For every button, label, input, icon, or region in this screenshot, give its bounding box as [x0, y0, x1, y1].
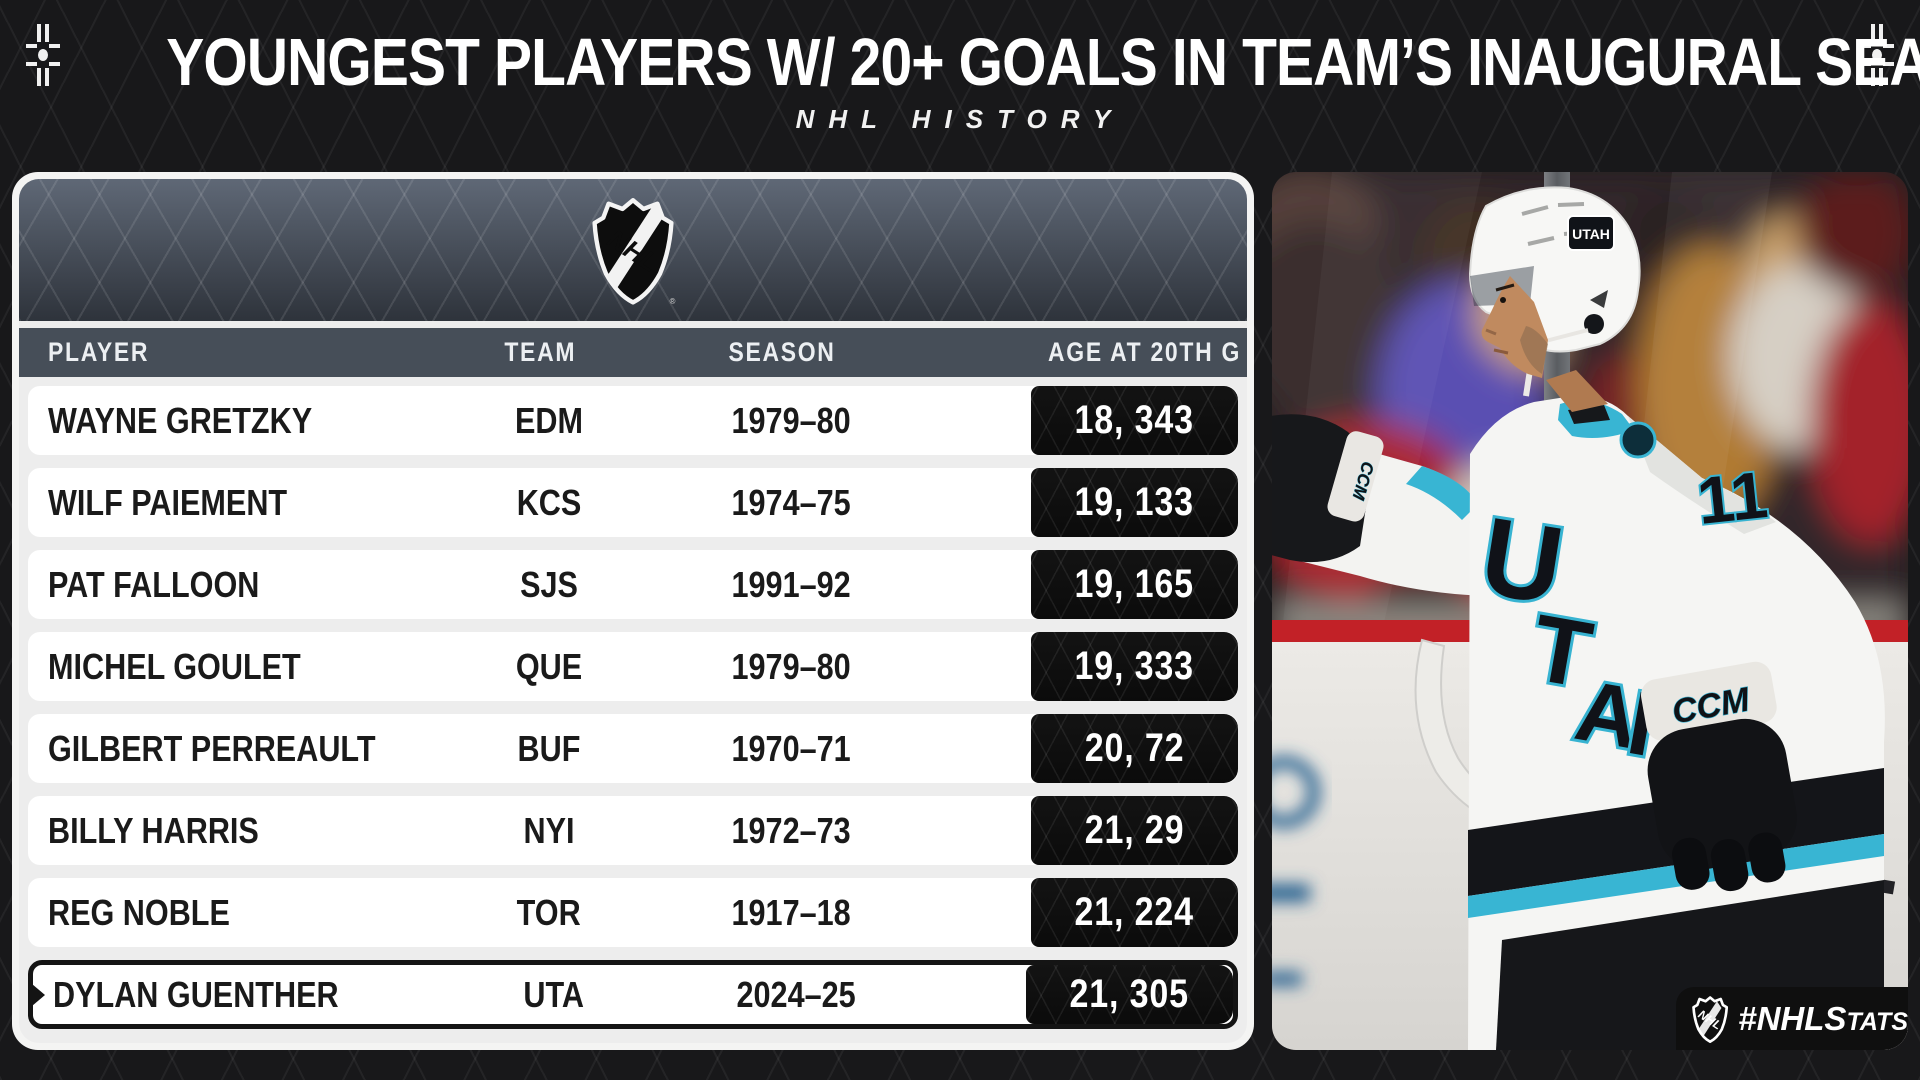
faceoff-mark-icon [1860, 24, 1894, 86]
table-row-highlighted: DYLAN GUENTHER UTA 2024–25 21, 305 [28, 960, 1238, 1029]
page-subtitle: NHL HISTORY [795, 104, 1125, 134]
table-row: PAT FALLOON SJS 1991–92 19, 165 [28, 550, 1238, 619]
helmet-wordmark: UTAH [1572, 226, 1610, 242]
table-row: REG NOBLE TOR 1917–18 21, 224 [28, 878, 1238, 947]
season: 1979–80 [731, 399, 851, 441]
stats-table-card: NHL ® PLAYER TEAM SEASON AGE AT 20TH G W… [12, 172, 1254, 1050]
team-abbr: SJS [520, 563, 578, 605]
team-abbr: NYI [523, 809, 575, 851]
player-photo-illustration: CCM U [1272, 172, 1908, 1050]
season: 1970–71 [731, 727, 851, 769]
team-abbr: BUF [517, 727, 581, 769]
player-name: WAYNE GRETZKY [48, 399, 313, 441]
season: 1917–18 [731, 891, 851, 933]
team-abbr: UTA [523, 973, 585, 1015]
season: 2024–25 [736, 973, 856, 1015]
table-row: MICHEL GOULET QUE 1979–80 19, 333 [28, 632, 1238, 701]
faceoff-mark-icon [26, 24, 60, 86]
player-name: DYLAN GUENTHER [53, 973, 339, 1015]
team-abbr: TOR [516, 891, 582, 933]
age-badge: 21, 29 [1031, 796, 1238, 865]
nhl-shield-outline-icon: NHL [1692, 995, 1729, 1043]
age-badge: 21, 224 [1031, 878, 1238, 947]
table-row: GILBERT PERREAULT BUF 1970–71 20, 72 [28, 714, 1238, 783]
season: 1972–73 [731, 809, 851, 851]
player-face [1481, 276, 1608, 412]
glove-right: CCM [1640, 661, 1797, 892]
page-title: YOUNGEST PLAYERS W/ 20+ GOALS IN TEAM’S … [166, 25, 1920, 100]
player-name: REG NOBLE [48, 891, 230, 933]
player-name: PAT FALLOON [48, 563, 260, 605]
age-badge: 19, 165 [1031, 550, 1238, 619]
jersey-wordmark: U T A H [1470, 491, 1705, 786]
age-badge: 19, 133 [1031, 468, 1238, 537]
age-badge: 20, 72 [1031, 714, 1238, 783]
season: 1979–80 [731, 645, 851, 687]
age-badge: 19, 333 [1031, 632, 1238, 701]
table-row: WAYNE GRETZKY EDM 1979–80 18, 343 [28, 386, 1238, 455]
season: 1991–92 [731, 563, 851, 605]
shoulder-patch [1619, 421, 1657, 459]
player-name: BILLY HARRIS [48, 809, 259, 851]
table-row: WILF PAIEMENT KCS 1974–75 19, 133 [28, 468, 1238, 537]
nhlstats-text: #NHLSTATS [1738, 999, 1908, 1037]
team-abbr: QUE [515, 645, 583, 687]
player-photo: CCM U [1272, 172, 1908, 1050]
col-player: PLAYER [48, 337, 150, 367]
glove-left: CCM [1272, 414, 1384, 563]
col-season: SEASON [728, 337, 836, 367]
team-abbr: EDM [515, 399, 583, 441]
svg-text:A: A [1569, 662, 1647, 767]
jersey-number: 11 [1694, 457, 1771, 538]
nhl-shield-icon: NHL ® [592, 198, 676, 305]
table-header-row: PLAYER TEAM SEASON AGE AT 20TH G [19, 328, 1247, 377]
col-age: AGE AT 20TH G [1048, 337, 1242, 367]
age-badge: 21, 305 [1026, 965, 1233, 1024]
player-name: GILBERT PERREAULT [48, 727, 376, 769]
table-banner: NHL ® [19, 179, 1247, 321]
player-name: WILF PAIEMENT [48, 481, 288, 523]
registered-mark: ® [670, 297, 676, 305]
table-rows: WAYNE GRETZKY EDM 1979–80 18, 343 WILF P… [19, 377, 1247, 1029]
col-team: TEAM [504, 337, 576, 367]
table-row: BILLY HARRIS NYI 1972–73 21, 29 [28, 796, 1238, 865]
team-abbr: KCS [516, 481, 582, 523]
season: 1974–75 [731, 481, 851, 523]
nhlstats-badge: NHL #NHLSTATS [1676, 987, 1908, 1050]
age-badge: 18, 343 [1031, 386, 1238, 455]
player-name: MICHEL GOULET [48, 645, 301, 687]
